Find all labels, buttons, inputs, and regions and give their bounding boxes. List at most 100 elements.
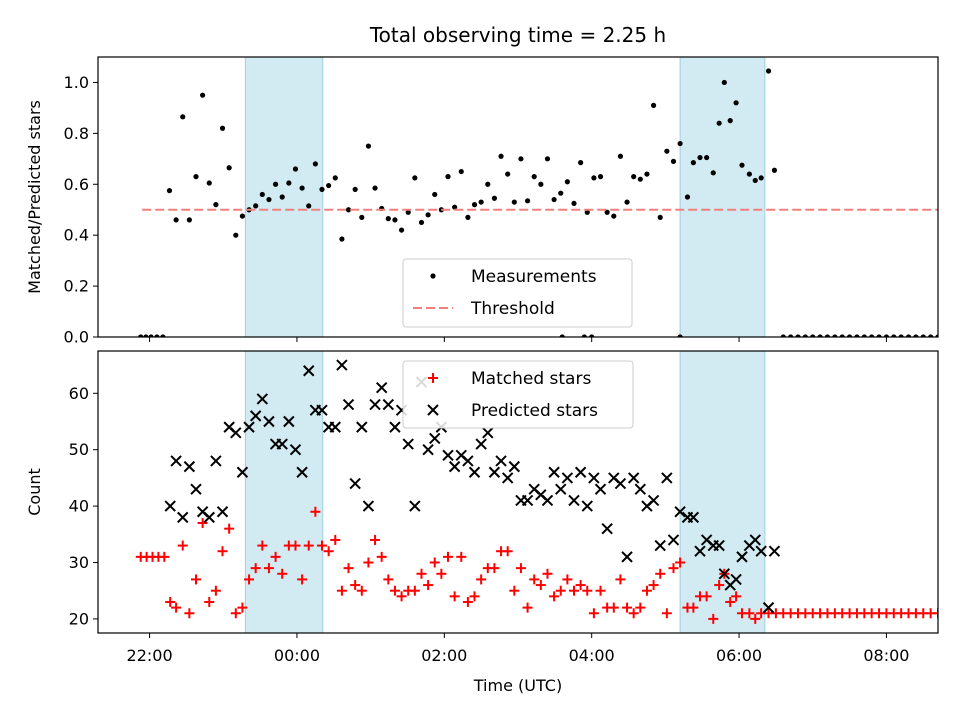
measurements-point <box>684 194 691 200</box>
measurements-point <box>846 334 853 337</box>
measurements-point <box>650 102 657 108</box>
measurements-point <box>677 334 683 337</box>
measurements-point <box>206 180 212 186</box>
matched-stars-point <box>250 563 261 574</box>
predicted-stars-point <box>336 359 348 371</box>
measurements-point <box>511 199 517 205</box>
matched-stars-point <box>714 580 725 591</box>
predicted-stars-point <box>164 500 176 512</box>
matched-stars-point <box>171 602 182 613</box>
predicted-stars-point <box>183 460 196 473</box>
matched-stars-point <box>436 568 447 579</box>
matched-stars-point <box>462 596 473 607</box>
matched-stars-point <box>277 568 288 579</box>
predicted-stars-point <box>601 522 613 535</box>
measurements-point <box>664 148 670 154</box>
predicted-stars-point <box>263 415 275 428</box>
y-tick-label: 20 <box>69 609 89 628</box>
measurements-point <box>180 114 186 120</box>
measurements-point <box>581 334 587 337</box>
measurements-point <box>498 153 504 159</box>
matched-stars-point <box>363 557 374 568</box>
measurements-point <box>365 143 372 149</box>
matched-stars-point <box>383 574 394 585</box>
measurements-point <box>226 165 232 171</box>
predicted-stars-point <box>482 427 494 439</box>
matched-stars-point <box>409 585 420 596</box>
matched-stars-point <box>555 585 566 596</box>
predicted-stars-point <box>468 466 481 478</box>
measurements-point <box>928 334 934 337</box>
matched-stars-point <box>336 585 347 596</box>
measurements-point <box>637 176 643 182</box>
predicted-stars-point <box>316 404 328 416</box>
predicted-stars-point <box>402 438 414 450</box>
predicted-stars-point <box>296 466 308 478</box>
measurements-point <box>233 232 239 238</box>
matched-stars-point <box>688 602 699 613</box>
matched-stars-point <box>270 551 281 562</box>
measurements-point <box>876 334 882 337</box>
matched-stars-point <box>933 608 938 619</box>
measurements-point <box>727 118 733 124</box>
predicted-stars-point <box>555 483 567 495</box>
measurements-point <box>266 196 272 203</box>
matched-stars-point <box>675 557 686 568</box>
measurements-point <box>704 154 710 161</box>
ratio-y-axis-label: Matched/Predicted stars <box>25 100 44 294</box>
matched-stars-point <box>416 568 427 579</box>
predicted-stars-point <box>349 477 361 490</box>
measurements-point <box>854 334 860 337</box>
measurements-point <box>657 214 663 220</box>
legend-label: Threshold <box>470 299 555 319</box>
count-panel: 20 30 40 50 60 22:00 00:00 02:00 04:00 06:00 08:00… <box>25 350 939 665</box>
predicted-stars-point <box>329 421 341 433</box>
predicted-stars-point <box>303 365 315 377</box>
y-tick-label: 60 <box>69 384 89 403</box>
measurements-point <box>398 227 405 233</box>
y-tick-label: 50 <box>69 440 89 459</box>
measurements-point <box>491 195 498 201</box>
matched-stars-point <box>608 602 619 613</box>
measurements-point <box>538 181 544 187</box>
matched-stars-point <box>535 580 546 591</box>
matched-stars-point <box>582 585 593 596</box>
matched-stars-point <box>350 580 361 591</box>
ratio-legend: Measurements Threshold <box>402 258 633 328</box>
matched-stars-point <box>343 563 354 574</box>
matched-stars-point <box>529 574 540 585</box>
measurements-point <box>173 217 179 223</box>
measurements-point <box>604 209 610 215</box>
measurements-point <box>219 125 226 131</box>
measurements-point <box>710 170 716 176</box>
measurements-point <box>559 334 565 337</box>
predicted-stars-point <box>289 443 302 456</box>
count-legend: Matched stars Predicted stars <box>402 360 634 429</box>
y-tick-label: 1.0 <box>64 73 89 92</box>
measurements-point <box>935 334 938 337</box>
matched-stars-point <box>476 574 487 585</box>
measurements-point <box>943 334 948 339</box>
predicted-stars-point <box>190 483 202 495</box>
predicted-stars-point <box>236 466 249 478</box>
predicted-stars-point <box>249 410 262 422</box>
matched-stars-point <box>635 602 646 613</box>
measurements-point <box>670 158 677 164</box>
measurements-point <box>392 217 398 223</box>
matched-stars-point <box>177 540 188 551</box>
measurements-point <box>802 334 808 337</box>
matched-stars-point <box>317 540 327 551</box>
matched-stars-point <box>509 585 520 596</box>
predicted-stars-point <box>647 494 660 507</box>
measurements-point <box>518 156 524 162</box>
measurements-point <box>485 181 491 187</box>
legend-label: Predicted stars <box>471 401 598 421</box>
predicted-stars-point <box>713 539 725 552</box>
y-tick-label: 0.0 <box>64 328 89 347</box>
measurements-point <box>950 334 955 339</box>
measurements-point <box>624 199 630 205</box>
matched-stars-point <box>469 591 480 602</box>
measurements-point <box>425 212 431 218</box>
measurements-point <box>883 334 890 337</box>
measurements-point <box>832 334 838 337</box>
